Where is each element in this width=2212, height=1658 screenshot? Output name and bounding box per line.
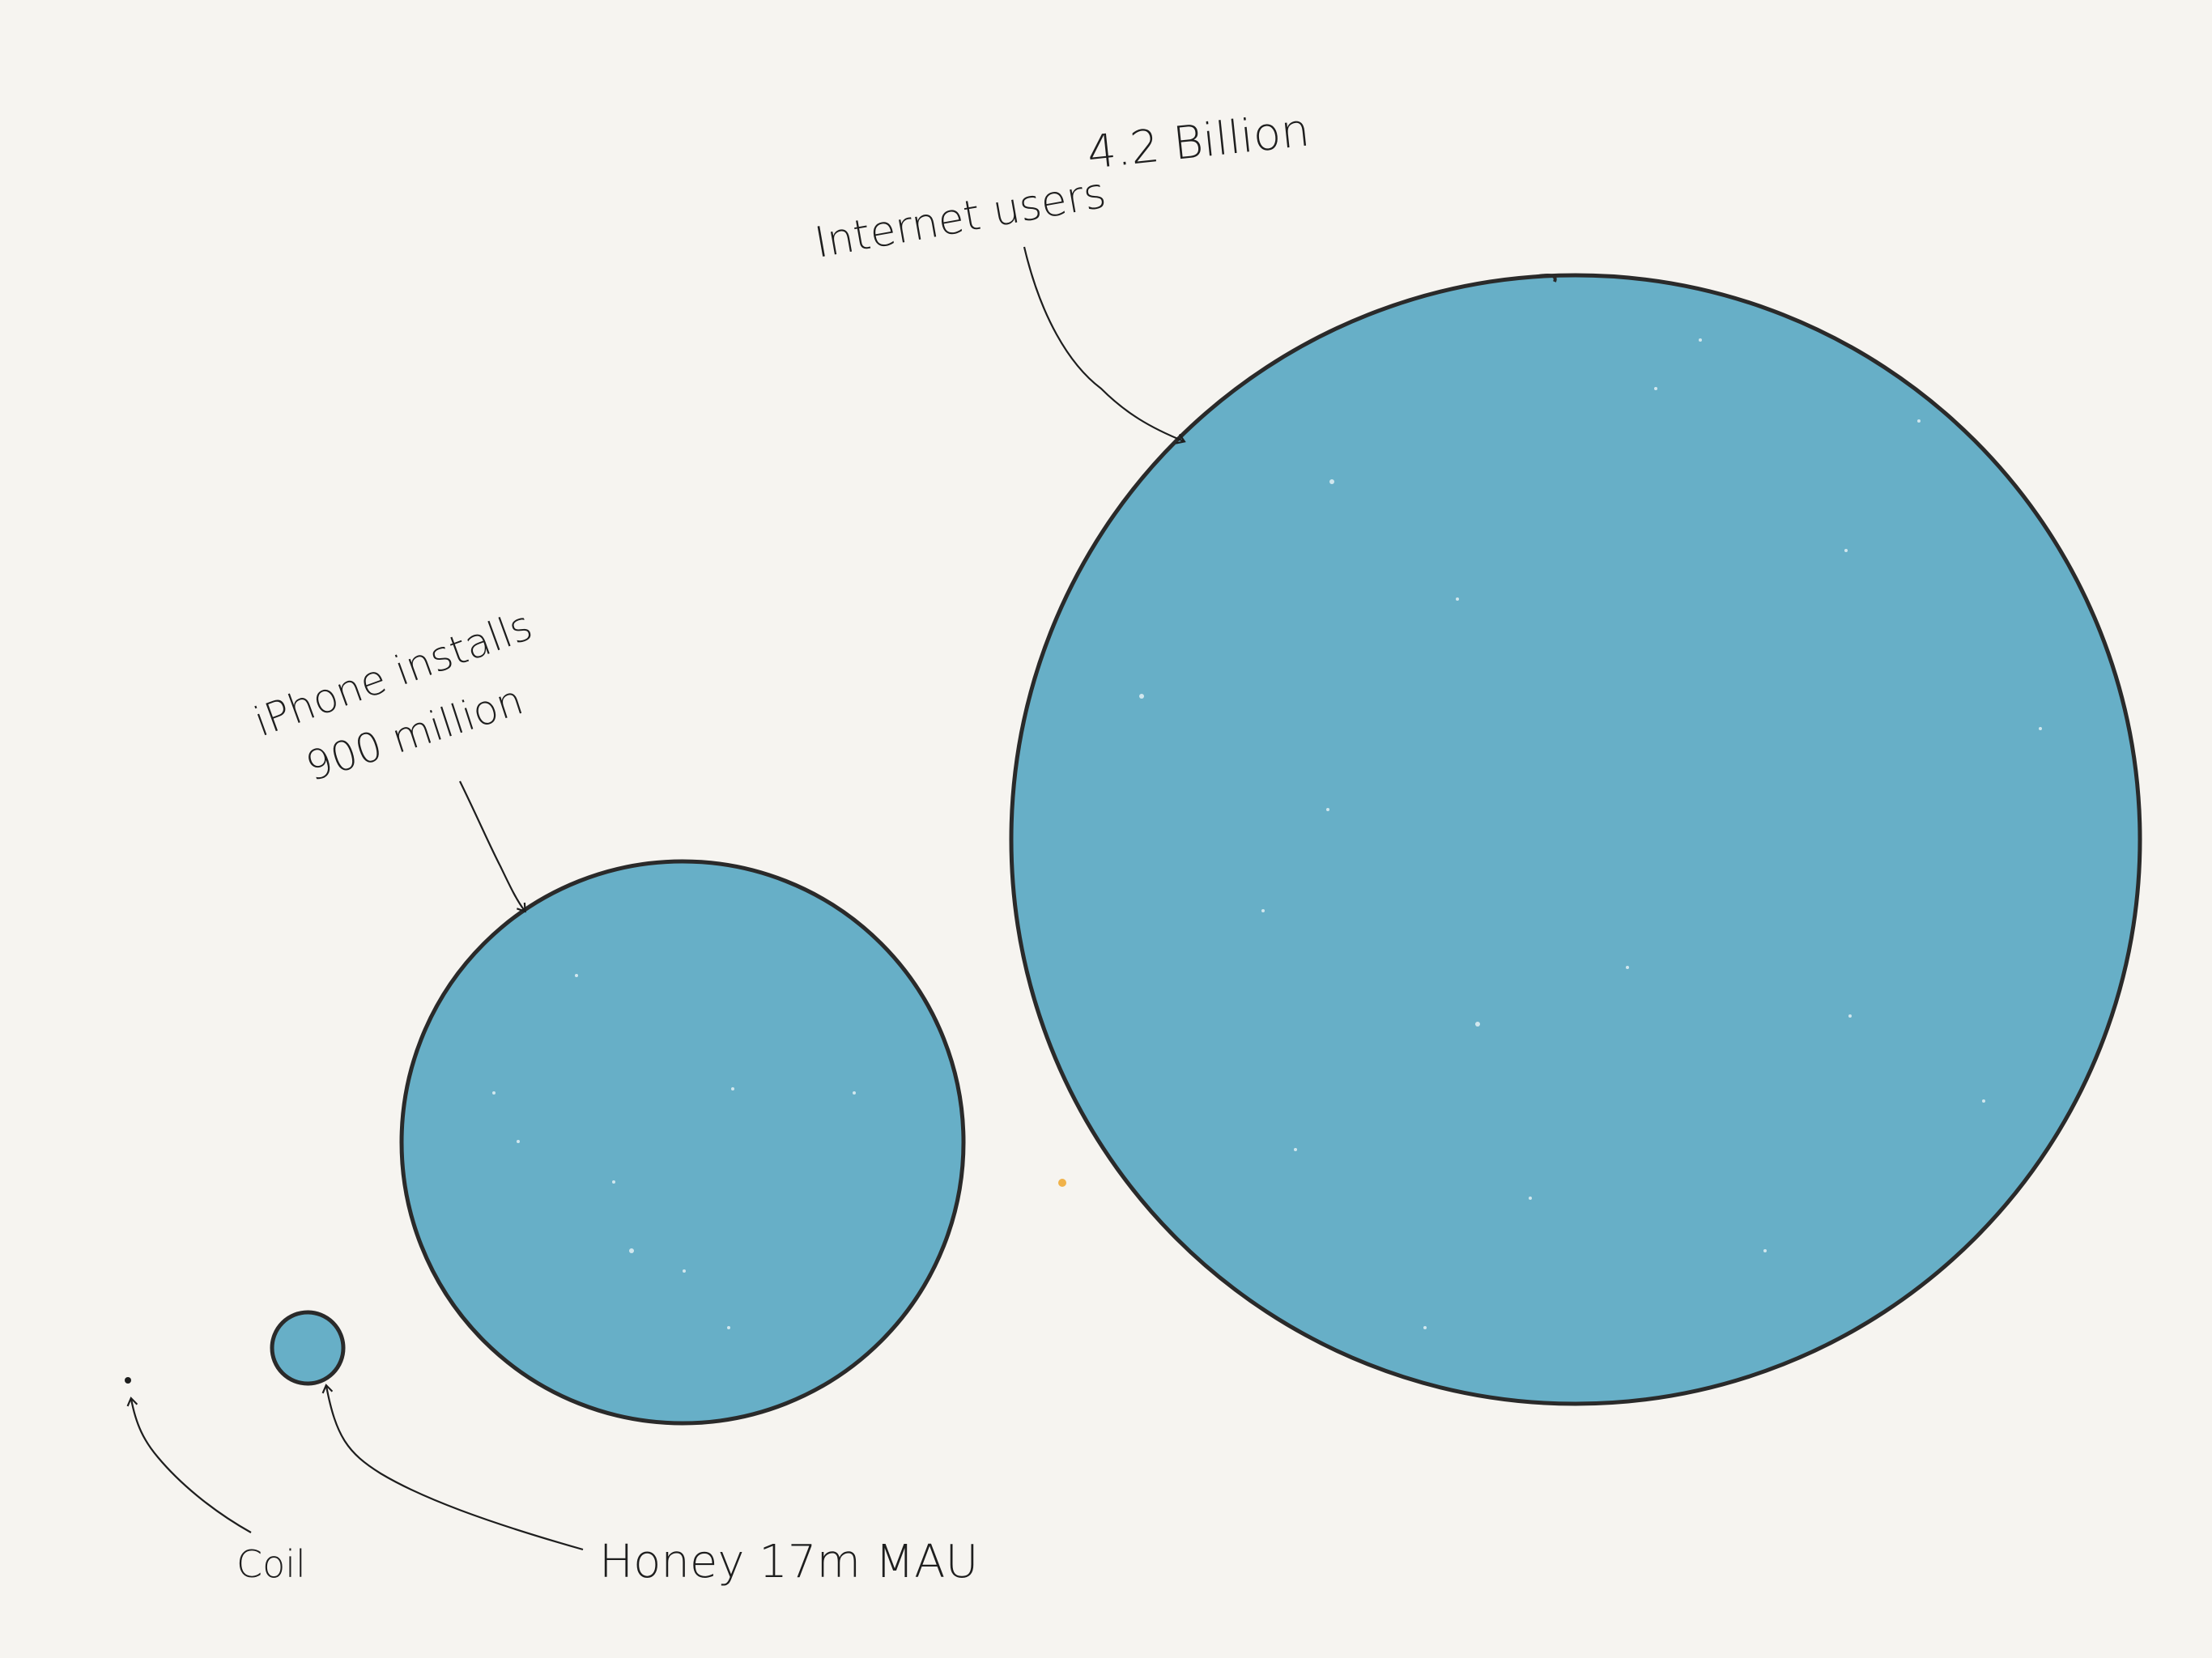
accent-dot bbox=[1058, 1179, 1066, 1187]
internet-users-bubble bbox=[1009, 273, 2142, 1406]
internet-users-label: Internet users bbox=[811, 169, 1109, 268]
internet-users-seam bbox=[1534, 274, 1557, 283]
internet-users-value: 4.2 Billion bbox=[1085, 104, 1312, 179]
honey-circle bbox=[270, 1310, 346, 1386]
internet-users-arrow bbox=[1023, 246, 1186, 444]
coil-arrow bbox=[126, 1397, 252, 1533]
coil-dot bbox=[125, 1377, 131, 1384]
texture-speckles bbox=[492, 974, 856, 1329]
texture-speckles bbox=[1139, 338, 2042, 1329]
coil-label: Coil bbox=[236, 1542, 306, 1586]
iphone-installs-arrow bbox=[459, 780, 526, 913]
iphone-installs-circle bbox=[399, 859, 966, 1426]
honey-label: Honey 17m MAU bbox=[599, 1536, 978, 1588]
honey-arrow bbox=[321, 1384, 584, 1551]
internet-users-circle bbox=[1009, 273, 2142, 1406]
iphone-installs-bubble bbox=[399, 859, 966, 1426]
